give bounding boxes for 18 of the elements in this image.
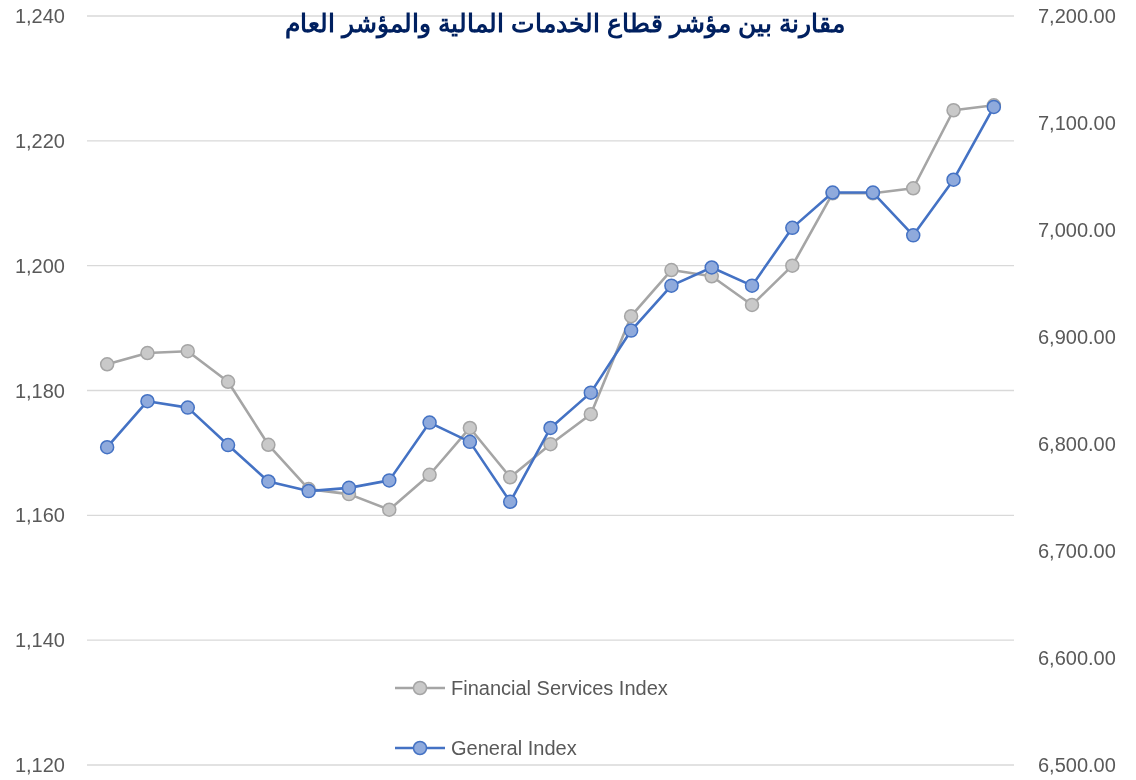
y2-tick-label: 7,000.00 [1038,219,1116,241]
y-tick-label: 1,120 [14,754,65,776]
y-tick-label: 1,240 [14,5,65,27]
y2-tick-label: 6,900.00 [1038,326,1116,348]
y-tick-label: 1,180 [14,379,65,402]
y2-tick-label: 7,200.00 [1038,5,1116,27]
y2-tick-label: 6,600.00 [1038,647,1116,669]
y-tick-label: 1,160 [14,504,65,527]
y-tick-label: 1,140 [14,629,65,652]
y2-tick-label: 6,700.00 [1038,540,1116,562]
y2-tick-label: 7,100.00 [1038,112,1116,134]
legend-label: General Index [451,737,577,759]
chart-title: مقارنة بين مؤشر قطاع الخدمات المالية والمؤشر العام [285,9,845,39]
y2-tick-label: 6,800.00 [1038,433,1116,455]
legend-label: Financial Services Index [451,677,668,699]
y-tick-label: 1,200 [14,254,65,277]
y-tick-label: 1,220 [14,129,65,152]
y2-tick-label: 6,500.00 [1038,754,1116,776]
